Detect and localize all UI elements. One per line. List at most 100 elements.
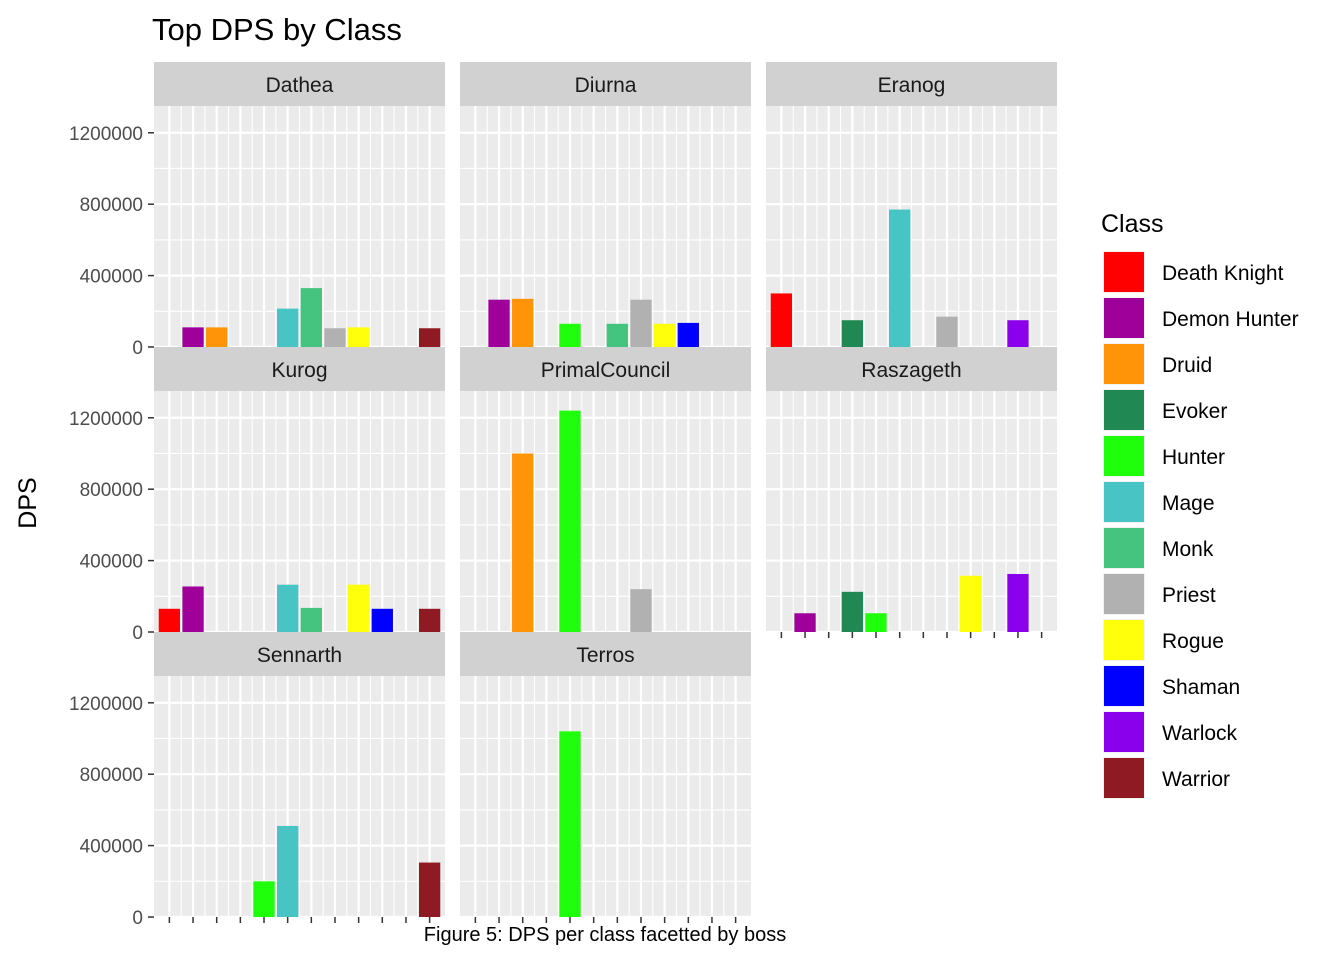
bar-eranog-evoker <box>841 320 863 347</box>
facet-strip-label: Dathea <box>266 74 334 97</box>
bar-diurna-monk <box>606 323 628 347</box>
legend-swatch <box>1104 252 1144 292</box>
y-tick-label: 0 <box>132 623 143 644</box>
facet-strip <box>766 62 1057 106</box>
y-tick-label: 0 <box>132 338 143 359</box>
legend-item-death-knight: Death Knight <box>1103 251 1284 293</box>
bar-kurog-shaman <box>371 608 393 632</box>
legend-swatch <box>1104 528 1144 568</box>
bar-dathea-demon-hunter <box>182 327 204 347</box>
bar-sennarth-mage <box>277 825 299 917</box>
facet-panel-sennarth: Sennarth 0 400000 800000 1200000 <box>69 632 445 929</box>
legend-item-druid: Druid <box>1103 343 1212 385</box>
legend-item-mage: Mage <box>1103 481 1215 523</box>
y-tick-label: 800000 <box>80 195 143 216</box>
y-tick-label: 0 <box>132 908 143 929</box>
bar-raszageth-hunter <box>865 613 887 632</box>
facet-panel-raszageth: Raszageth <box>766 347 1057 638</box>
bar-kurog-mage <box>277 584 299 632</box>
legend-swatch <box>1104 620 1144 660</box>
legend-item-hunter: Hunter <box>1103 435 1225 477</box>
legend-swatch <box>1104 390 1144 430</box>
facet-panel-terros: Terros <box>460 632 751 923</box>
legend-label: Death Knight <box>1162 262 1284 285</box>
legend-item-monk: Monk <box>1103 527 1214 569</box>
bar-primalcouncil-hunter <box>559 410 581 632</box>
facet-strip <box>154 62 445 106</box>
bar-dathea-rogue <box>348 327 370 347</box>
legend-label: Shaman <box>1162 676 1240 699</box>
bar-dathea-warrior <box>418 328 441 347</box>
facet-strip-label: PrimalCouncil <box>541 359 671 382</box>
legend-label: Mage <box>1162 492 1215 515</box>
y-tick-label: 400000 <box>80 267 143 288</box>
legend-label: Warrior <box>1162 768 1230 791</box>
y-tick-label: 800000 <box>80 480 143 501</box>
bar-diurna-priest <box>630 299 652 347</box>
bar-kurog-warrior <box>418 608 441 632</box>
bar-dathea-mage <box>277 308 299 347</box>
facet-strip <box>460 62 751 106</box>
legend-label: Druid <box>1162 354 1212 377</box>
legend-swatch <box>1104 666 1144 706</box>
legend-item-rogue: Rogue <box>1103 619 1224 661</box>
bar-primalcouncil-druid <box>512 453 534 632</box>
legend-item-warrior: Warrior <box>1103 757 1230 799</box>
legend: Class Death Knight Demon Hunter Druid Evoke… <box>1101 210 1299 799</box>
bar-primalcouncil-priest <box>630 589 652 632</box>
bar-kurog-death-knight <box>158 608 181 632</box>
bar-eranog-priest <box>936 316 958 347</box>
facet-strip-label: Terros <box>576 644 634 667</box>
bar-raszageth-rogue <box>960 575 982 632</box>
facet-strip-label: Diurna <box>575 74 637 97</box>
figure-caption: Figure 5: DPS per class facetted by boss <box>424 924 786 946</box>
legend-item-demon-hunter: Demon Hunter <box>1103 297 1299 339</box>
facet-strip <box>460 632 751 676</box>
bar-diurna-hunter <box>559 323 581 347</box>
legend-item-priest: Priest <box>1103 573 1216 615</box>
facet-panels: Dathea 0 400000 800000 1200000 Diurna Eranog Ku… <box>69 62 1057 929</box>
facet-strip <box>154 632 445 676</box>
bar-dathea-priest <box>324 328 346 347</box>
y-tick-label: 1200000 <box>69 694 143 715</box>
bar-diurna-demon-hunter <box>488 299 510 347</box>
bar-kurog-rogue <box>348 584 370 632</box>
facet-strip-label: Raszageth <box>861 359 961 382</box>
bar-dathea-monk <box>300 288 322 347</box>
legend-label: Rogue <box>1162 630 1224 653</box>
y-tick-label: 1200000 <box>69 409 143 430</box>
legend-swatch <box>1104 758 1144 798</box>
y-tick-label: 400000 <box>80 552 143 573</box>
bar-eranog-warlock <box>1007 320 1029 347</box>
legend-swatch <box>1104 298 1144 338</box>
bar-diurna-rogue <box>654 323 676 347</box>
legend-label: Warlock <box>1162 722 1238 745</box>
legend-swatch <box>1104 712 1144 752</box>
facet-strip <box>460 347 751 391</box>
facet-strip <box>766 347 1057 391</box>
legend-label: Evoker <box>1162 400 1227 423</box>
bar-kurog-monk <box>300 607 322 632</box>
facet-panel-primalcouncil: PrimalCouncil <box>460 347 751 634</box>
facet-panel-dathea: Dathea 0 400000 800000 1200000 <box>69 62 445 359</box>
y-tick-label: 400000 <box>80 837 143 858</box>
legend-title: Class <box>1101 210 1164 238</box>
y-axis-label: DPS <box>14 477 42 528</box>
facet-panel-kurog: Kurog 0 400000 800000 1200000 <box>69 347 445 644</box>
bar-terros-hunter <box>559 731 581 917</box>
legend-item-warlock: Warlock <box>1103 711 1238 753</box>
legend-label: Priest <box>1162 584 1216 607</box>
y-tick-label: 1200000 <box>69 124 143 145</box>
facet-panel-eranog: Eranog <box>766 62 1057 349</box>
legend-swatch <box>1104 574 1144 614</box>
bar-raszageth-warlock <box>1007 573 1029 632</box>
legend-swatch <box>1104 436 1144 476</box>
legend-label: Demon Hunter <box>1162 308 1299 331</box>
bar-dathea-druid <box>206 327 228 347</box>
legend-swatch <box>1104 482 1144 522</box>
facet-panel-diurna: Diurna <box>460 62 751 349</box>
legend-swatch <box>1104 344 1144 384</box>
bar-diurna-druid <box>512 298 534 347</box>
